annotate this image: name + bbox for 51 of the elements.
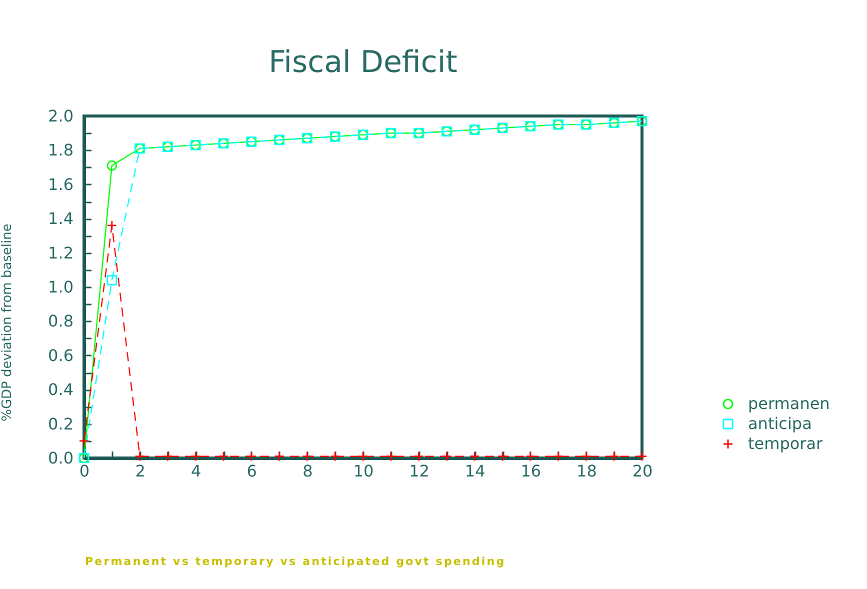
y-tick-label: 0.6: [48, 346, 74, 365]
point: [386, 451, 396, 462]
point: [106, 274, 118, 286]
x-tick-label: 0: [79, 462, 90, 480]
y-tick-label: 1.0: [48, 278, 74, 296]
point: [581, 451, 592, 462]
point: [162, 451, 173, 462]
legend-label: permanen: [748, 394, 830, 413]
y-tick-label: 0.2: [48, 414, 74, 434]
x-tick-label: 14: [464, 462, 486, 480]
x-tick-label: 10: [353, 462, 374, 480]
point: [106, 220, 118, 231]
y-tick-label: 1.6: [48, 174, 74, 194]
point: [414, 451, 424, 462]
legend-label: temporar: [748, 434, 824, 453]
point: [553, 451, 564, 462]
point: [134, 451, 145, 462]
y-tick-label: 0.4: [48, 380, 74, 400]
point: [497, 451, 508, 462]
point: [78, 436, 90, 446]
x-tick-label: 12: [409, 462, 430, 480]
point: [190, 451, 201, 462]
point: [330, 451, 340, 462]
point: [218, 451, 229, 462]
legend-label: anticipa: [748, 414, 812, 433]
y-tick-label: 1.2: [48, 243, 74, 262]
y-tick-label: 0.0: [48, 448, 74, 468]
text: Permanent vs temporary vs anticipated govt spending: [85, 555, 506, 569]
x-tick-label: 20: [632, 462, 653, 480]
point: [106, 160, 118, 171]
point: [469, 451, 480, 462]
x-tick-label: 18: [576, 462, 597, 480]
point: [636, 451, 648, 462]
point: [608, 451, 620, 462]
chart-title: Fiscal Deficit: [268, 45, 458, 80]
x-tick-label: 4: [191, 462, 202, 480]
point: [442, 451, 452, 462]
y-axis-title: %GDP deviation from baseline: [0, 224, 16, 422]
x-tick-label: 8: [302, 462, 313, 480]
y-tick-label: 1.4: [48, 209, 74, 228]
point: [274, 451, 284, 462]
x-tick-label: 16: [520, 462, 542, 480]
point: [302, 451, 312, 462]
point: [525, 451, 536, 462]
point: [246, 451, 257, 462]
x-tick-label: 2: [135, 462, 146, 480]
y-tick-label: 1.8: [48, 140, 74, 160]
x-tick-label: 6: [246, 462, 257, 480]
y-tick-label: 2.0: [48, 106, 74, 126]
point: [358, 451, 368, 462]
y-tick-label: 0.8: [48, 312, 74, 331]
